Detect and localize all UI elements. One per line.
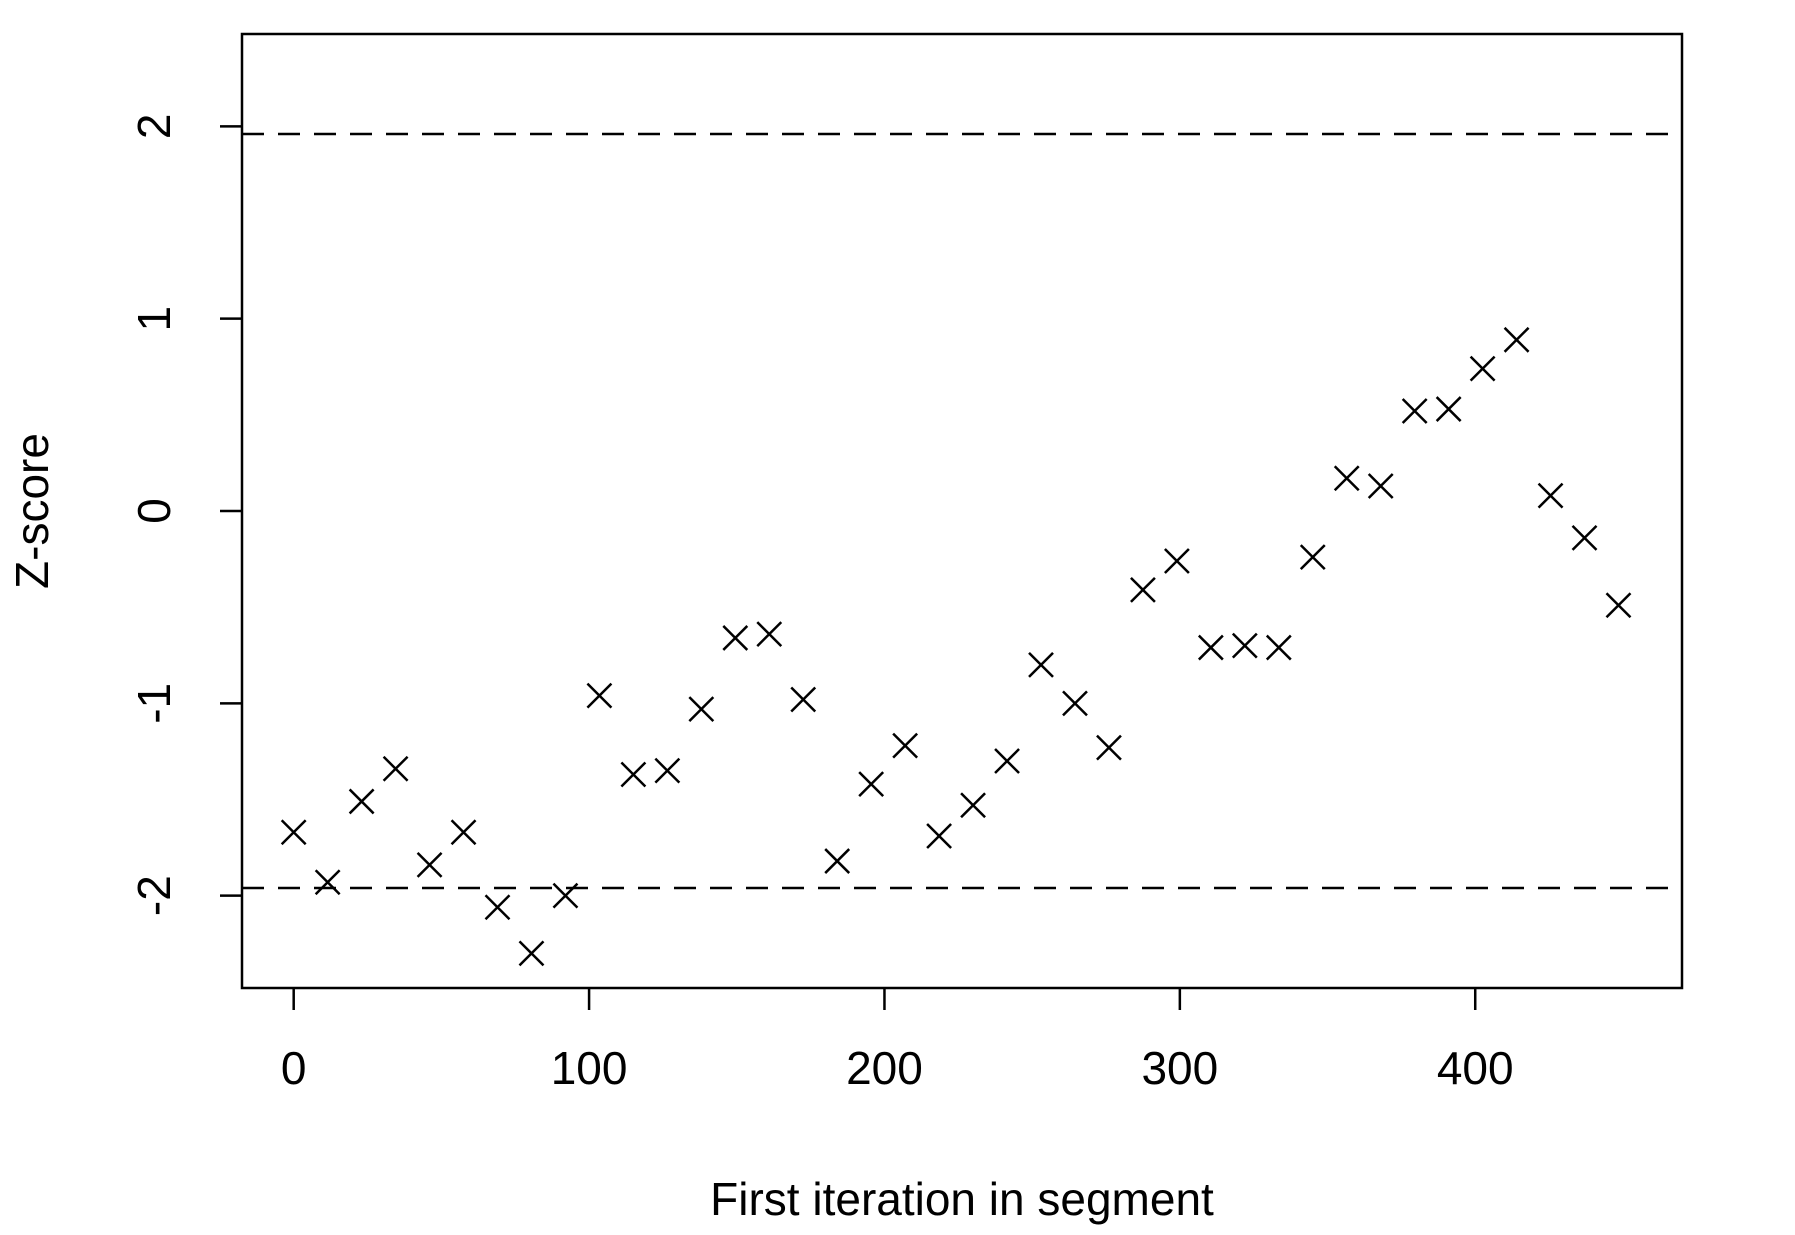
reference-lines [242, 132, 1682, 890]
data-point [1367, 473, 1394, 499]
data-point [756, 621, 783, 647]
data-point [1537, 482, 1564, 509]
data-point [1435, 396, 1462, 422]
y-tick-label: 2 [128, 114, 180, 140]
data-point [1401, 398, 1428, 424]
data-point [960, 792, 986, 819]
data-point [1265, 634, 1292, 661]
data-point [1299, 544, 1326, 571]
data-point [416, 852, 443, 878]
data-point [824, 848, 851, 874]
data-point [314, 869, 341, 896]
data-point [1333, 465, 1360, 492]
data-point [1197, 634, 1224, 661]
data-point [552, 882, 579, 909]
x-tick-label: 300 [1141, 1042, 1218, 1094]
data-point [994, 748, 1020, 774]
x-tick-label: 0 [281, 1042, 307, 1094]
data-point [280, 819, 307, 846]
y-tick-label: -1 [128, 683, 180, 724]
data-point [1164, 548, 1190, 574]
data-point [722, 625, 749, 651]
data-point [1130, 576, 1156, 603]
data-point [518, 940, 545, 967]
data-point [586, 682, 613, 709]
data-point [654, 757, 681, 784]
data-point [1503, 326, 1530, 353]
data-point [790, 686, 817, 713]
data-point [484, 894, 511, 921]
data-point [1028, 651, 1054, 678]
x-axis: 0 100 200 300 400 [281, 988, 1514, 1094]
data-point [1062, 690, 1088, 717]
data-point [1231, 632, 1258, 659]
data-points [280, 326, 1632, 967]
y-axis: -2 -1 0 1 2 [128, 114, 242, 916]
data-point [926, 823, 952, 849]
x-tick-label: 400 [1437, 1042, 1514, 1094]
x-tick-label: 200 [846, 1042, 923, 1094]
plot-frame [240, 32, 1684, 990]
data-point [1605, 592, 1632, 619]
x-axis-label: First iteration in segment [710, 1173, 1214, 1225]
y-axis-label: Z-score [6, 433, 58, 589]
data-point [688, 696, 715, 722]
y-tick-label: -2 [128, 875, 180, 916]
data-point [1571, 525, 1598, 551]
data-point [382, 755, 409, 782]
data-point [1096, 734, 1122, 761]
data-point [620, 761, 647, 788]
data-point [858, 771, 885, 798]
data-point [1469, 355, 1496, 382]
data-point [348, 788, 375, 815]
data-point [450, 819, 477, 846]
x-tick-label: 100 [551, 1042, 628, 1094]
y-tick-label: 1 [128, 306, 180, 332]
data-point [892, 732, 919, 759]
y-tick-label: 0 [128, 498, 180, 524]
